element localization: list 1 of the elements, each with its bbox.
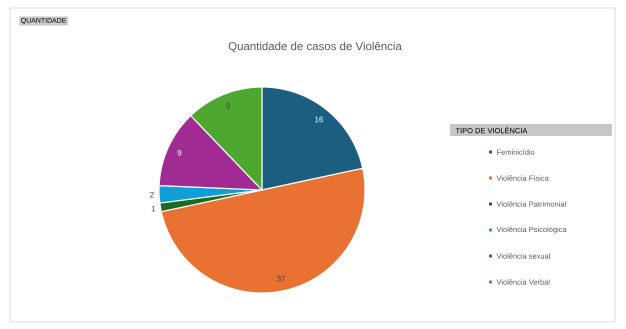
chart-title: Quantidade de casos de Violência <box>228 42 402 52</box>
